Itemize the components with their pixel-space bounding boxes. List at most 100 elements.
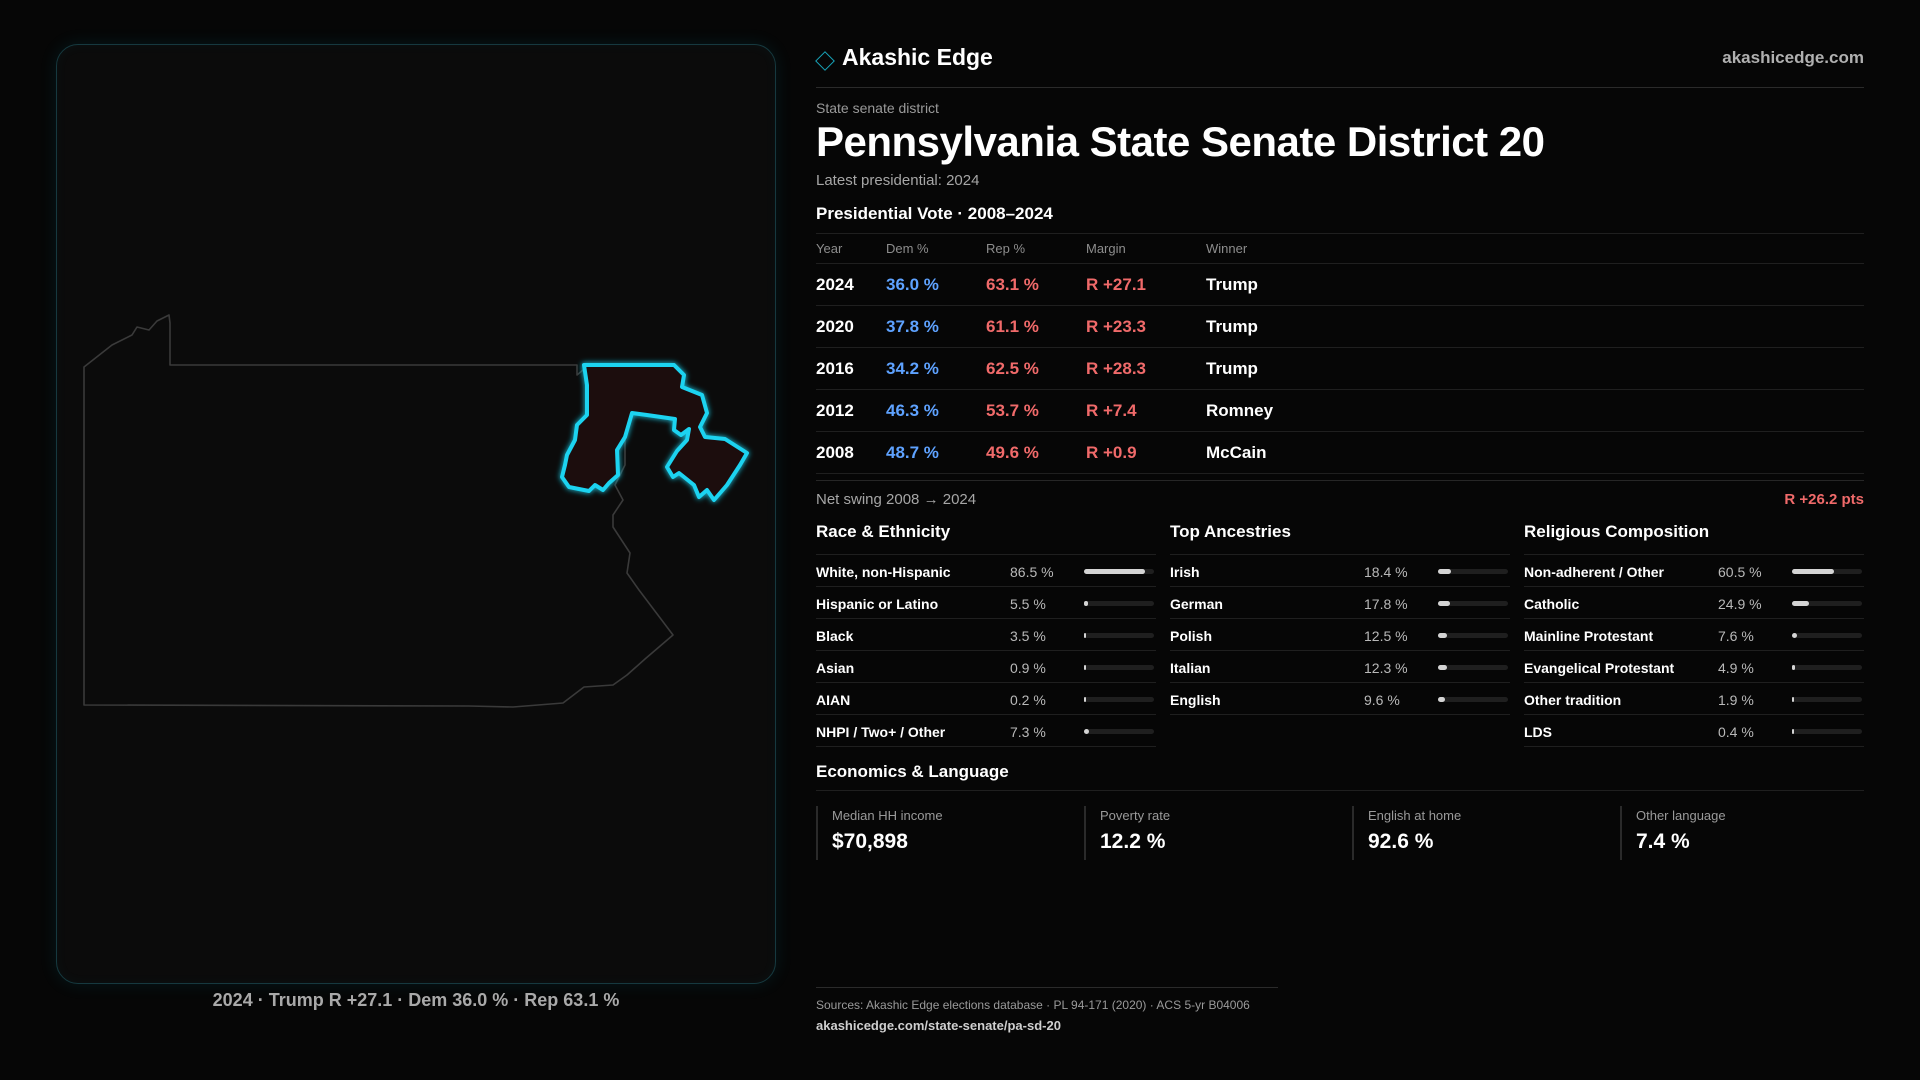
brand-url[interactable]: akashicedge.com: [1722, 48, 1864, 67]
item-percent: 18.4 %: [1364, 564, 1408, 580]
item-label: German: [1170, 596, 1223, 612]
list-item: Irish 18.4 %: [1170, 555, 1510, 587]
item-percent: 7.6 %: [1718, 628, 1754, 644]
religion-list: Non-adherent / Other 60.5 % Catholic 24.9 %…: [1524, 554, 1864, 747]
bar-fill: [1792, 665, 1796, 670]
bar-fill: [1438, 569, 1451, 574]
bar-fill: [1084, 729, 1090, 734]
race-section-title: Race & Ethnicity: [816, 522, 951, 541]
item-percent: 0.4 %: [1718, 724, 1754, 740]
item-label: Irish: [1170, 564, 1200, 580]
column-header-winner: Winner: [1206, 241, 1248, 256]
bar-track: [1438, 633, 1508, 638]
bar-fill: [1084, 633, 1087, 638]
bar-track: [1792, 665, 1862, 670]
item-percent: 17.8 %: [1364, 596, 1408, 612]
table-row: 2024 36.0 % 63.1 % R +27.1 Trump: [816, 264, 1864, 306]
margin-cell: R +28.3: [1086, 359, 1147, 378]
econ-label: English at home: [1368, 808, 1462, 823]
diamond-logo-icon: [815, 51, 835, 71]
dem-cell: 37.8 %: [886, 317, 939, 336]
item-label: Catholic: [1524, 596, 1580, 612]
race-list: White, non-Hispanic 86.5 % Hispanic or Lat…: [816, 554, 1156, 747]
bar-track: [1084, 569, 1154, 574]
table-row: 2008 48.7 % 49.6 % R +0.9 McCain: [816, 432, 1864, 474]
table-row: 2020 37.8 % 61.1 % R +23.3 Trump: [816, 306, 1864, 348]
winner-cell: Romney: [1206, 401, 1274, 420]
bar-fill: [1792, 633, 1798, 638]
ancestry-list: Irish 18.4 % German 17.8 % Polish 12.5 % Itali…: [1170, 554, 1510, 715]
margin-cell: R +27.1: [1086, 275, 1147, 294]
bar-track: [1792, 601, 1862, 606]
margin-cell: R +0.9: [1086, 443, 1137, 462]
district-shape: [560, 363, 749, 502]
bar-fill: [1084, 697, 1086, 702]
econ-label: Other language: [1636, 808, 1726, 823]
list-item: German 17.8 %: [1170, 587, 1510, 619]
bar-track: [1438, 697, 1508, 702]
year-cell: 2016: [816, 359, 854, 378]
list-item: Italian 12.3 %: [1170, 651, 1510, 683]
list-item: LDS 0.4 %: [1524, 715, 1864, 747]
dem-cell: 34.2 %: [886, 359, 939, 378]
rep-cell: 63.1 %: [986, 275, 1039, 294]
item-label: Black: [816, 628, 854, 644]
item-percent: 5.5 %: [1010, 596, 1046, 612]
list-item: Other tradition 1.9 %: [1524, 683, 1864, 715]
district-map: [83, 314, 749, 708]
item-percent: 0.2 %: [1010, 692, 1046, 708]
econ-card: English at home 92.6 %: [1352, 806, 1614, 860]
brand-name: Akashic Edge: [842, 44, 993, 70]
list-item: Asian 0.9 %: [816, 651, 1156, 683]
bar-fill: [1438, 601, 1451, 606]
source-url-link[interactable]: akashicedge.com/state-senate/pa-sd-20: [816, 1018, 1061, 1033]
economics-grid: Median HH income $70,898 Poverty rate 12…: [816, 806, 1864, 860]
item-label: Polish: [1170, 628, 1213, 644]
bar-track: [1792, 697, 1862, 702]
bar-track: [1438, 601, 1508, 606]
year-cell: 2024: [816, 275, 854, 294]
item-percent: 60.5 %: [1718, 564, 1762, 580]
bar-track: [1792, 569, 1862, 574]
table-row: 2012 46.3 % 53.7 % R +7.4 Romney: [816, 390, 1864, 432]
bar-fill: [1438, 633, 1447, 638]
bar-track: [1438, 569, 1508, 574]
item-percent: 3.5 %: [1010, 628, 1046, 644]
item-percent: 4.9 %: [1718, 660, 1754, 676]
page-title: Pennsylvania State Senate District 20: [816, 118, 1545, 165]
list-item: English 9.6 %: [1170, 683, 1510, 715]
divider: [816, 790, 1864, 791]
margin-cell: R +7.4: [1086, 401, 1137, 420]
dem-cell: 46.3 %: [886, 401, 939, 420]
dem-cell: 48.7 %: [886, 443, 939, 462]
column-header-dem: Dem %: [886, 241, 929, 256]
latest-presidential: Latest presidential: 2024: [816, 172, 980, 189]
item-percent: 86.5 %: [1010, 564, 1054, 580]
item-label: Italian: [1170, 660, 1211, 676]
item-percent: 0.9 %: [1010, 660, 1046, 676]
item-label: English: [1170, 692, 1221, 708]
column-header-year: Year: [816, 241, 843, 256]
item-percent: 12.3 %: [1364, 660, 1408, 676]
item-label: Evangelical Protestant: [1524, 660, 1675, 676]
presidential-section-title: Presidential Vote · 2008–2024: [816, 204, 1053, 223]
rep-cell: 62.5 %: [986, 359, 1039, 378]
bar-fill: [1438, 697, 1445, 702]
econ-card: Other language 7.4 %: [1620, 806, 1882, 860]
margin-cell: R +23.3: [1086, 317, 1147, 336]
table-row: 2016 34.2 % 62.5 % R +28.3 Trump: [816, 348, 1864, 390]
list-item: AIAN 0.2 %: [816, 683, 1156, 715]
list-item: Evangelical Protestant 4.9 %: [1524, 651, 1864, 683]
item-percent: 9.6 %: [1364, 692, 1400, 708]
map-caption: 2024 · Trump R +27.1 · Dem 36.0 % · Rep …: [212, 990, 620, 1010]
sources-text: Sources: Akashic Edge elections database…: [816, 998, 1250, 1012]
item-label: LDS: [1524, 724, 1552, 740]
list-item: Black 3.5 %: [816, 619, 1156, 651]
winner-cell: Trump: [1206, 359, 1258, 378]
state-outline: [83, 314, 674, 708]
net-swing-value: R +26.2 pts: [1784, 491, 1864, 508]
bar-track: [1084, 601, 1154, 606]
winner-cell: Trump: [1206, 317, 1258, 336]
item-label: Hispanic or Latino: [816, 596, 939, 612]
list-item: Mainline Protestant 7.6 %: [1524, 619, 1864, 651]
